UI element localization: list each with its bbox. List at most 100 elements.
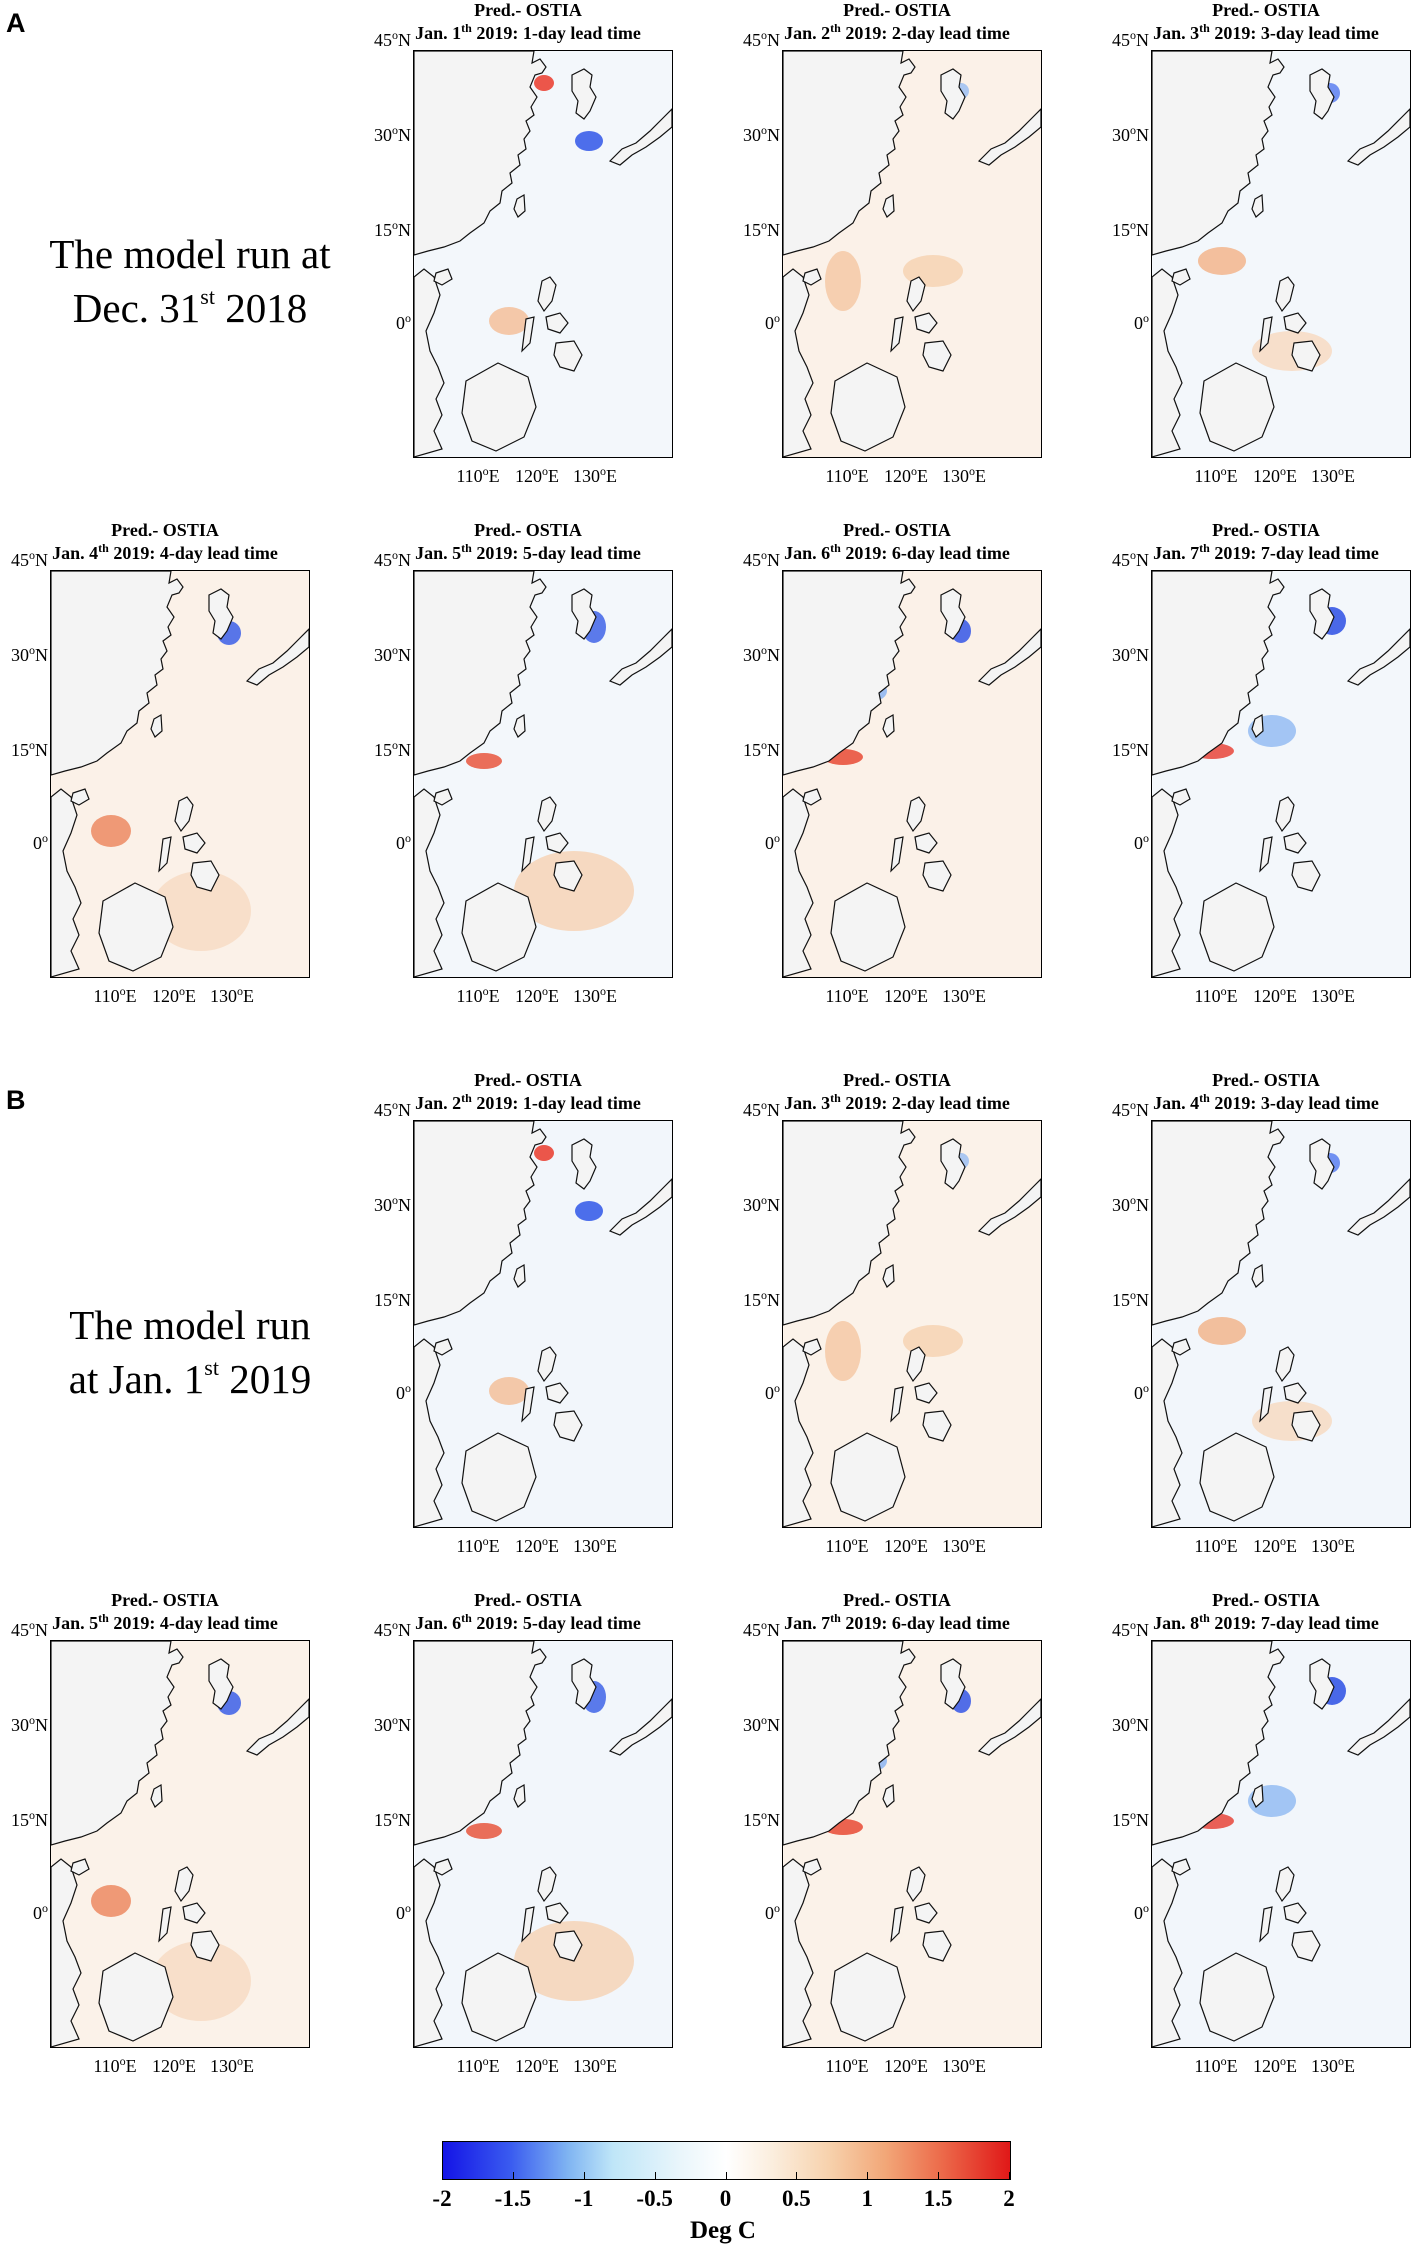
land-philippines — [906, 1346, 926, 1383]
land-borneo — [830, 1952, 906, 2042]
land-taiwan — [513, 1264, 526, 1288]
land-taiwan — [882, 1784, 895, 1808]
longitude-label: 120oE — [1253, 1534, 1297, 1556]
colorbar-tick-mark — [512, 2172, 514, 2179]
land-hainan — [433, 1338, 453, 1356]
longitude-label: 110oE — [456, 984, 500, 1006]
map-panel: Pred.- OSTIA Jan. 4th 2019: 4-day lead ti… — [0, 520, 330, 1030]
land-philippines — [1259, 836, 1273, 873]
land-philippines — [182, 1902, 206, 1924]
colorbar-tick-label: 0 — [719, 2186, 732, 2211]
longitude-label: 120oE — [884, 2054, 928, 2076]
land-japan — [977, 628, 1041, 686]
sst-anomaly-map — [1151, 1640, 1411, 2048]
land-philippines — [922, 340, 952, 372]
land-japan — [1346, 628, 1410, 686]
run-label-b: The model run at Jan. 1st 2019 — [20, 1298, 360, 1406]
colorbar-tick-mark — [867, 2172, 869, 2179]
land-korea — [1309, 1658, 1335, 1710]
map-panel: Pred.- OSTIA Jan. 2th 2019: 1-day lead ti… — [363, 1070, 693, 1580]
map-title: Pred.- OSTIA — [474, 520, 582, 540]
longitude-label: 110oE — [93, 2054, 137, 2076]
latitude-label: 15oN — [1112, 738, 1149, 760]
colorbar-tick-label: 1.5 — [923, 2186, 953, 2211]
map-title: Pred.- OSTIA — [1212, 520, 1320, 540]
land-peninsula — [414, 268, 445, 457]
land-hainan — [70, 788, 90, 806]
longitude-label: 120oE — [152, 2054, 196, 2076]
longitude-label: 110oE — [825, 2054, 869, 2076]
land-philippines — [190, 1930, 220, 1962]
latitude-label: 30oN — [374, 643, 411, 665]
map-title: Pred.- OSTIA — [843, 0, 951, 20]
land-mainland — [51, 571, 184, 776]
latitude-label: 30oN — [374, 1713, 411, 1735]
colorbar-tick-mark — [725, 2172, 727, 2179]
anomaly-patch — [151, 871, 251, 951]
land-philippines — [922, 860, 952, 892]
land-taiwan — [1251, 194, 1264, 218]
land-borneo — [98, 882, 174, 972]
land-korea — [940, 68, 966, 120]
longitude-label: 130oE — [1311, 2054, 1355, 2076]
land-hainan — [1171, 788, 1191, 806]
latitude-label: 0o — [765, 831, 780, 853]
map-date-lead: Jan. 3th 2019: 2-day lead time — [784, 1091, 1010, 1113]
sst-anomaly-map — [782, 570, 1042, 978]
longitude-label: 110oE — [825, 464, 869, 486]
latitude-label: 0o — [33, 831, 48, 853]
map-date-lead: Jan. 3th 2019: 3-day lead time — [1153, 21, 1379, 43]
map-title: Pred.- OSTIA — [1212, 0, 1320, 20]
land-philippines — [1259, 316, 1273, 353]
colorbar-unit-label: Deg C — [690, 2217, 756, 2244]
land-philippines — [1291, 1410, 1321, 1442]
land-mainland — [51, 1641, 184, 1846]
land-korea — [1309, 1138, 1335, 1190]
land-japan — [977, 1178, 1041, 1236]
land-japan — [977, 1698, 1041, 1756]
land-peninsula — [783, 1338, 814, 1527]
longitude-label: 130oE — [942, 2054, 986, 2076]
panel-label-b: B — [6, 1085, 26, 1115]
land-philippines — [1283, 832, 1307, 854]
anomaly-patch — [534, 75, 554, 91]
longitude-label: 120oE — [515, 984, 559, 1006]
map-panel: Pred.- OSTIA Jan. 4th 2019: 3-day lead ti… — [1101, 1070, 1417, 1580]
land-philippines — [553, 340, 583, 372]
land-hainan — [433, 788, 453, 806]
run-label-a: The model run at Dec. 31st 2018 — [20, 227, 360, 335]
land-japan — [245, 628, 309, 686]
land-borneo — [830, 882, 906, 972]
land-philippines — [1283, 1902, 1307, 1924]
longitude-label: 120oE — [1253, 464, 1297, 486]
latitude-label: 0o — [1134, 1381, 1149, 1403]
land-philippines — [1283, 1382, 1307, 1404]
map-panel: Pred.- OSTIA Jan. 5th 2019: 4-day lead ti… — [0, 1590, 330, 2100]
latitude-label: 15oN — [1112, 218, 1149, 240]
longitude-label: 110oE — [825, 984, 869, 1006]
land-korea — [940, 588, 966, 640]
land-philippines — [922, 1930, 952, 1962]
land-philippines — [553, 1930, 583, 1962]
latitude-label: 45oN — [1112, 1618, 1149, 1640]
land-philippines — [521, 316, 535, 353]
sst-anomaly-map — [1151, 570, 1411, 978]
sst-anomaly-map — [782, 1640, 1042, 2048]
anomaly-patch — [489, 1377, 529, 1405]
longitude-label: 110oE — [1194, 1534, 1238, 1556]
land-mainland — [1152, 571, 1285, 776]
land-borneo — [1199, 882, 1275, 972]
latitude-label: 15oN — [1112, 1288, 1149, 1310]
land-borneo — [461, 1432, 537, 1522]
land-taiwan — [1251, 714, 1264, 738]
longitude-label: 120oE — [515, 464, 559, 486]
land-korea — [1309, 588, 1335, 640]
longitude-label: 120oE — [884, 984, 928, 1006]
land-mainland — [783, 1121, 916, 1326]
land-hainan — [802, 268, 822, 286]
longitude-label: 130oE — [1311, 464, 1355, 486]
latitude-label: 45oN — [374, 1618, 411, 1640]
land-japan — [1346, 108, 1410, 166]
land-philippines — [545, 832, 569, 854]
latitude-label: 15oN — [743, 738, 780, 760]
